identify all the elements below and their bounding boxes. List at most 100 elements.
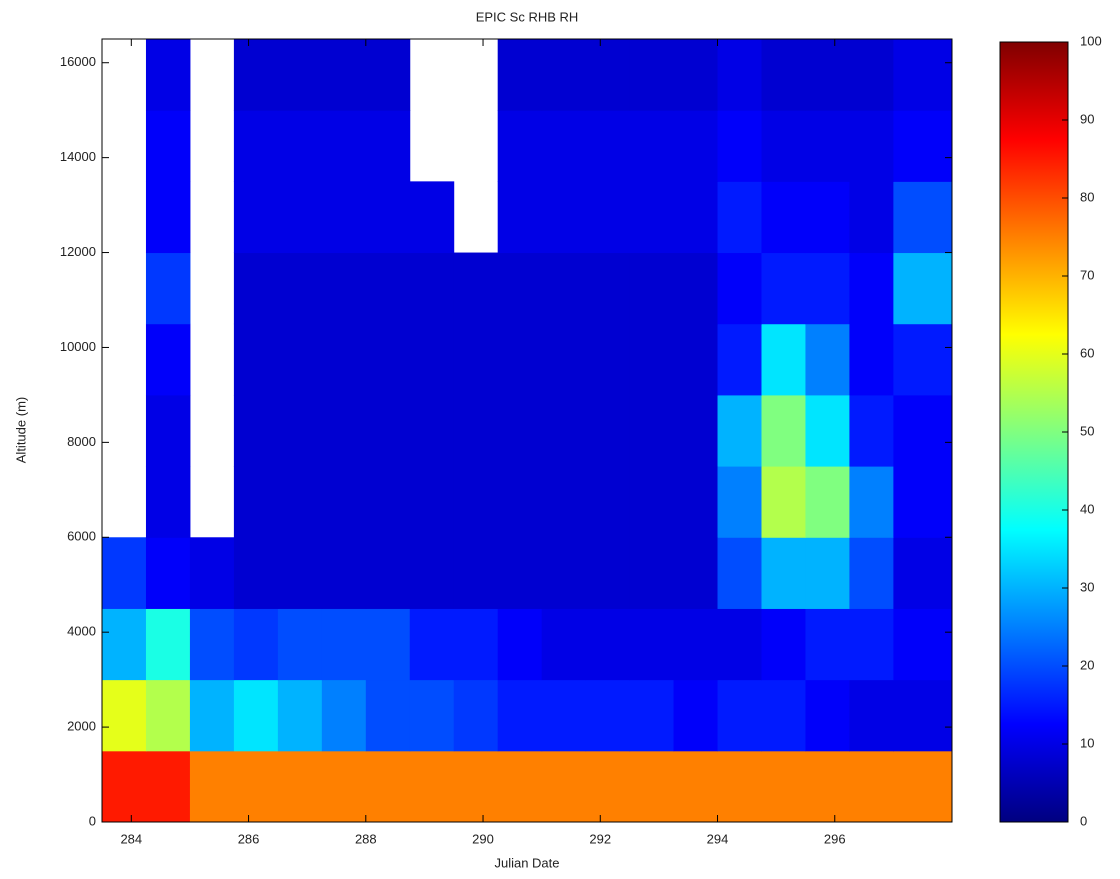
- heat-cell: [717, 608, 762, 681]
- heat-cell: [629, 537, 675, 609]
- heat-cell: [849, 750, 894, 823]
- heat-cell: [233, 750, 279, 823]
- heat-cell: [849, 679, 894, 752]
- colorbar-tick-label: 90: [1080, 111, 1094, 126]
- heat-cell: [321, 608, 367, 681]
- heat-cell: [761, 750, 806, 823]
- heat-cell: [497, 750, 543, 823]
- heat-cell: [233, 110, 279, 182]
- heat-cell: [233, 181, 279, 254]
- heat-cell: [365, 394, 411, 467]
- heat-cell: [673, 679, 719, 752]
- heat-cell: [497, 323, 543, 396]
- heat-cell: [629, 394, 675, 467]
- heat-cell: [541, 750, 587, 823]
- heat-cell: [629, 466, 675, 538]
- heat-cell: [893, 252, 953, 325]
- heat-cell: [277, 394, 323, 467]
- heat-cell: [453, 750, 499, 823]
- heat-cell: [761, 181, 806, 254]
- heat-cell: [761, 537, 806, 609]
- heat-cell: [761, 466, 806, 538]
- heat-cell: [717, 394, 762, 467]
- heat-cell: [541, 252, 587, 325]
- heat-cell: [409, 394, 455, 467]
- heat-cell: [541, 323, 587, 396]
- heat-cell: [585, 252, 631, 325]
- heat-cell: [761, 39, 806, 111]
- colorbar-tick-label: 60: [1080, 345, 1094, 360]
- x-tick-label: 288: [355, 831, 377, 846]
- colorbar-tick-label: 0: [1080, 813, 1087, 828]
- heat-cell: [893, 750, 953, 823]
- heat-cell: [673, 181, 719, 254]
- heat-cell: [365, 466, 411, 538]
- heat-cell: [233, 466, 279, 538]
- y-tick-label: 14000: [60, 149, 96, 164]
- heat-cell: [409, 323, 455, 396]
- heat-cell: [365, 110, 411, 182]
- x-tick-label: 284: [120, 831, 142, 846]
- heat-cell: [145, 110, 191, 182]
- colorbar-tick-label: 20: [1080, 657, 1094, 672]
- y-tick-label: 12000: [60, 244, 96, 259]
- colorbar-tick-label: 40: [1080, 501, 1094, 516]
- heat-cell: [321, 323, 367, 396]
- heat-cell: [409, 537, 455, 609]
- heat-cell: [761, 323, 806, 396]
- heat-cell: [365, 181, 411, 254]
- heat-cell: [365, 323, 411, 396]
- heat-cell: [585, 750, 631, 823]
- heat-cell: [453, 537, 499, 609]
- colorbar: [999, 41, 1069, 823]
- heat-cell: [717, 679, 762, 752]
- y-tick-label: 4000: [67, 624, 96, 639]
- heat-cell: [321, 750, 367, 823]
- heat-cell: [233, 608, 279, 681]
- heat-cell: [893, 181, 953, 254]
- heat-cell: [849, 537, 894, 609]
- heat-cell: [321, 252, 367, 325]
- heat-cell: [497, 181, 543, 254]
- heat-cell: [145, 39, 191, 111]
- heat-cell: [673, 39, 719, 111]
- colorbar-tick-label: 10: [1080, 735, 1094, 750]
- heat-cell: [805, 39, 850, 111]
- heat-cell: [497, 466, 543, 538]
- heat-cell: [102, 679, 147, 752]
- heat-cell: [541, 394, 587, 467]
- colorbar-tick-label: 80: [1080, 189, 1094, 204]
- heat-cell: [321, 537, 367, 609]
- chart-title: EPIC Sc RHB RH: [476, 9, 579, 24]
- heat-cell: [717, 750, 762, 823]
- heat-cell: [102, 537, 147, 609]
- heat-cell: [717, 252, 762, 325]
- heat-cell: [277, 181, 323, 254]
- heat-cell: [541, 110, 587, 182]
- x-axis-label: Julian Date: [494, 855, 559, 870]
- heat-cell: [409, 466, 455, 538]
- heat-cell: [893, 608, 953, 681]
- heat-cell: [585, 679, 631, 752]
- y-tick-label: 0: [89, 813, 96, 828]
- heat-cell: [717, 181, 762, 254]
- heat-cell: [277, 39, 323, 111]
- heat-cell: [365, 608, 411, 681]
- heat-cell: [277, 252, 323, 325]
- heat-cell: [321, 394, 367, 467]
- heat-cell: [761, 110, 806, 182]
- heat-cell: [805, 252, 850, 325]
- heat-cell: [277, 323, 323, 396]
- heat-cell: [629, 679, 675, 752]
- heat-cell: [453, 252, 499, 325]
- heat-cell: [145, 608, 191, 681]
- plot-frame: [101, 38, 953, 823]
- heat-cell: [585, 537, 631, 609]
- heat-cell: [233, 537, 279, 609]
- heat-cell: [233, 679, 279, 752]
- heat-cell: [629, 750, 675, 823]
- x-tick-label: 286: [238, 831, 260, 846]
- y-tick-label: 6000: [67, 529, 96, 544]
- heat-cell: [893, 466, 953, 538]
